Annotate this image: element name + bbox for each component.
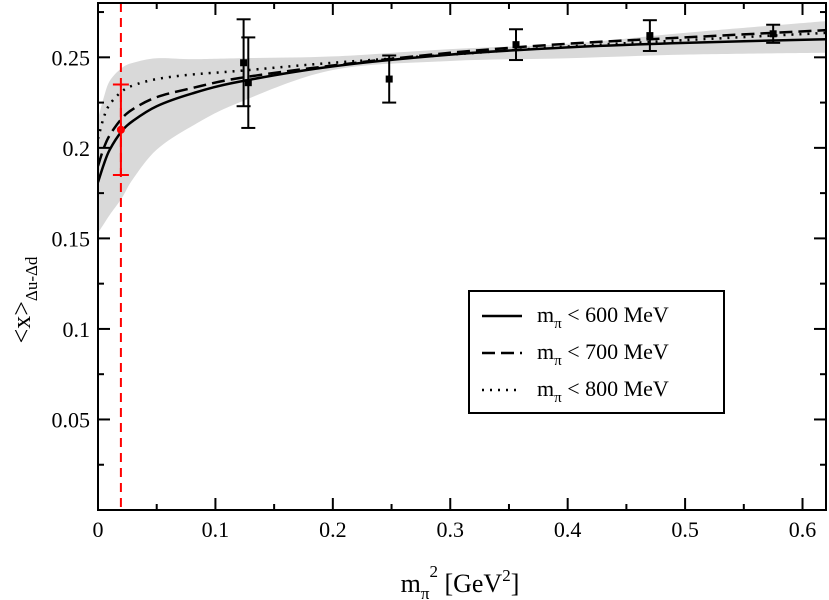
y-tick-label: 0.05 [52, 407, 91, 432]
legend-label-700: mπ < 700 MeV [537, 339, 669, 369]
x-tick-label: 0.6 [789, 517, 817, 542]
x-tick-label: 0.3 [437, 517, 465, 542]
data-point-0 [240, 59, 248, 67]
legend: mπ < 600 MeV mπ < 700 MeV mπ < 800 MeV [468, 290, 725, 414]
x-tick-label: 0 [93, 517, 104, 542]
fit-curves-layer [98, 28, 826, 183]
data-point-5 [769, 30, 777, 38]
data-point-2 [385, 75, 393, 83]
physical-point-marker [116, 125, 125, 134]
axes-layer [97, 2, 827, 511]
x-tick-label: 0.4 [554, 517, 582, 542]
data-point-4 [646, 32, 654, 40]
x-axis-title: mπ2 [GeV2] [401, 562, 520, 600]
y-tick-label: 0.1 [63, 317, 91, 342]
data-point-1 [244, 79, 252, 87]
y-axis-title: <x>Δu-Δd [7, 256, 41, 343]
fit-curve-600 [98, 37, 826, 183]
y-tick-label: 0.15 [52, 226, 91, 251]
tick-labels-layer: 0 0.1 0.2 0.3 0.4 0.5 0.6 0.05 0.1 0.15 0.2 0.25 [52, 45, 817, 542]
legend-label-600: mπ < 600 MeV [537, 302, 669, 332]
x-tick-label: 0.5 [671, 517, 699, 542]
legend-label-800: mπ < 800 MeV [537, 376, 669, 406]
data-points-layer [112, 18, 781, 177]
x-tick-label: 0.2 [319, 517, 347, 542]
y-tick-label: 0.25 [52, 45, 91, 70]
plot-frame [97, 2, 827, 511]
y-tick-label: 0.2 [63, 136, 91, 161]
data-point-3 [512, 41, 520, 49]
x-tick-label: 0.1 [202, 517, 230, 542]
